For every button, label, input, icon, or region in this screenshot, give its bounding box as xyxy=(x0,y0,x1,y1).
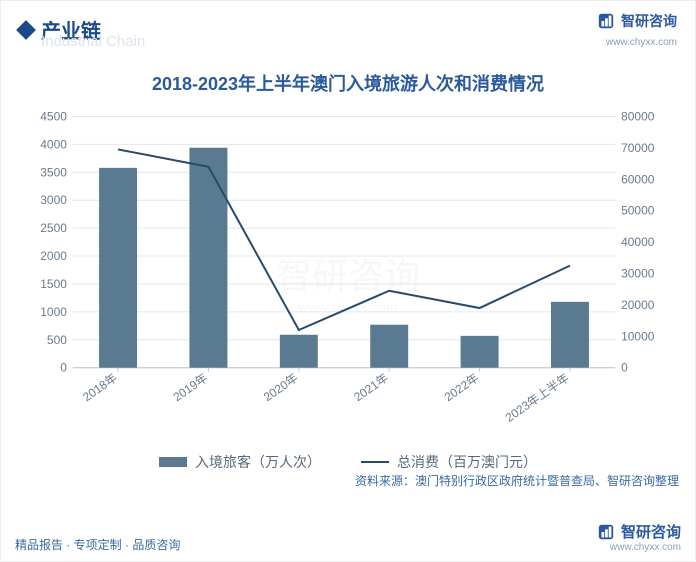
footer-brand-url: www.chyxx.com xyxy=(610,542,681,553)
svg-text:2000: 2000 xyxy=(40,249,67,263)
topbar: 产业链 Industrial Chain 智研咨询 www.chyxx.com xyxy=(1,1,695,52)
svg-text:4000: 4000 xyxy=(40,137,67,151)
legend-bar-swatch xyxy=(159,457,187,467)
svg-text:1500: 1500 xyxy=(40,277,67,291)
svg-text:2500: 2500 xyxy=(40,221,67,235)
svg-text:1000: 1000 xyxy=(40,305,67,319)
section-ghost-text: Industrial Chain xyxy=(41,33,145,50)
svg-text:80000: 80000 xyxy=(621,110,655,123)
footer-left: 精品报告 · 专项定制 · 品质咨询 xyxy=(15,536,180,553)
chart-area: 0 500 1000 1500 2000 2500 3000 3500 4000 4500 0 100… xyxy=(29,110,667,430)
svg-text:30000: 30000 xyxy=(621,266,655,280)
bar xyxy=(461,336,499,368)
source-text: 资料来源：澳门特别行政区政府统计暨普查局、智研咨询整理 xyxy=(1,472,695,489)
svg-text:3500: 3500 xyxy=(40,165,67,179)
brand-url: www.chyxx.com xyxy=(606,37,677,48)
legend: 入境旅客（万人次） 总消费（百万澳门元） xyxy=(1,430,695,472)
section-title: 产业链 Industrial Chain xyxy=(41,15,101,44)
brand-name: 智研咨询 xyxy=(621,11,677,31)
footer-brand-logo-icon xyxy=(597,523,615,541)
footer-brand-row: 智研咨询 xyxy=(597,521,681,542)
svg-text:0: 0 xyxy=(621,361,628,375)
bar xyxy=(370,325,408,368)
diamond-icon xyxy=(16,20,36,40)
svg-text:70000: 70000 xyxy=(621,141,655,155)
legend-line-item: 总消费（百万澳门元） xyxy=(361,452,537,472)
x-tick-label: 2022年 xyxy=(442,371,482,405)
svg-text:3000: 3000 xyxy=(40,193,67,207)
svg-text:50000: 50000 xyxy=(621,204,655,218)
svg-text:40000: 40000 xyxy=(621,235,655,249)
brand-row: 智研咨询 xyxy=(597,11,677,31)
footer-brand-name: 智研咨询 xyxy=(621,521,681,542)
svg-text:20000: 20000 xyxy=(621,298,655,312)
bar xyxy=(551,302,589,368)
x-tick-label: 2023年上半年 xyxy=(503,371,572,425)
footer-brand: 智研咨询 www.chyxx.com xyxy=(597,521,681,553)
legend-line-label: 总消费（百万澳门元） xyxy=(397,452,537,472)
top-brand: 智研咨询 www.chyxx.com xyxy=(597,11,677,48)
topbar-left: 产业链 Industrial Chain xyxy=(19,15,101,44)
page: 产业链 Industrial Chain 智研咨询 www.chyxx.com … xyxy=(0,0,696,562)
svg-text:500: 500 xyxy=(47,333,67,347)
footer: 精品报告 · 专项定制 · 品质咨询 智研咨询 www.chyxx.com xyxy=(1,521,695,553)
x-tick-label: 2020年 xyxy=(261,371,301,405)
svg-text:60000: 60000 xyxy=(621,172,655,186)
legend-bar-item: 入境旅客（万人次） xyxy=(159,452,321,472)
brand-logo-icon xyxy=(597,12,615,30)
x-tick-label: 2021年 xyxy=(351,371,391,405)
x-tick-label: 2019年 xyxy=(171,371,211,405)
line-series xyxy=(118,149,570,330)
x-tick-label: 2018年 xyxy=(80,371,120,405)
chart-svg: 0 500 1000 1500 2000 2500 3000 3500 4000 4500 0 100… xyxy=(29,110,667,430)
legend-line-swatch xyxy=(361,461,389,463)
svg-text:4500: 4500 xyxy=(40,110,67,123)
svg-text:10000: 10000 xyxy=(621,329,655,343)
bar xyxy=(280,335,318,368)
bar xyxy=(99,168,137,368)
chart-title: 2018-2023年上半年澳门入境旅游人次和消费情况 xyxy=(1,52,695,102)
legend-bar-label: 入境旅客（万人次） xyxy=(195,452,321,472)
bar xyxy=(189,148,227,368)
svg-text:0: 0 xyxy=(60,361,67,375)
